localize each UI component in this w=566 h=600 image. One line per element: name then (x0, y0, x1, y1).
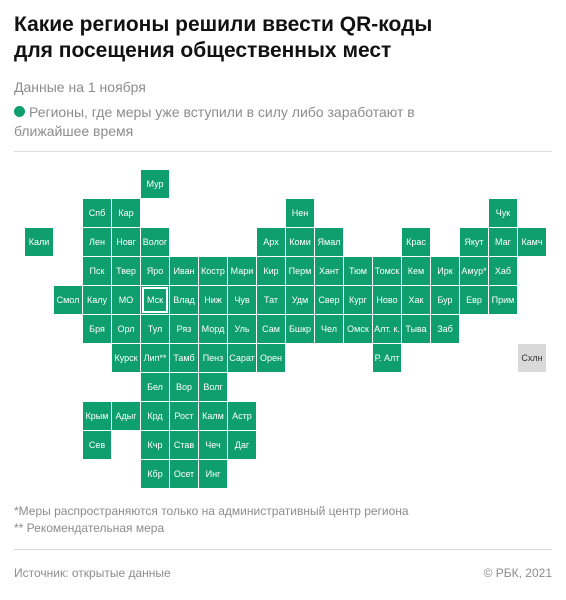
region-tile: Морд (199, 315, 227, 343)
region-tile: Костр (199, 257, 227, 285)
region-tile: Лип** (141, 344, 169, 372)
region-tile: Нен (286, 199, 314, 227)
region-tile: Хант (315, 257, 343, 285)
region-tile: Став (170, 431, 198, 459)
region-tile: Хаб (489, 257, 517, 285)
region-tile: Бшкр (286, 315, 314, 343)
region-tile: Свер (315, 286, 343, 314)
region-tile: Сам (257, 315, 285, 343)
region-tile: Коми (286, 228, 314, 256)
region-tile: Рост (170, 402, 198, 430)
region-tile: Якут (460, 228, 488, 256)
legend-dot-icon (14, 106, 25, 117)
region-tile: Яро (141, 257, 169, 285)
region-tile: МО (112, 286, 140, 314)
region-tile: Кар (112, 199, 140, 227)
region-tile: Тыва (402, 315, 430, 343)
region-tile: Амур* (460, 257, 488, 285)
region-tile: Тамб (170, 344, 198, 372)
copyright-text: © РБК, 2021 (483, 566, 552, 580)
region-tile: Томск (373, 257, 401, 285)
region-tile: Иван (170, 257, 198, 285)
legend: Регионы, где меры уже вступили в силу ли… (14, 103, 444, 141)
region-tile: Мур (141, 170, 169, 198)
region-tile: Вор (170, 373, 198, 401)
region-tile: Пск (83, 257, 111, 285)
region-tile: Кбр (141, 460, 169, 488)
region-tile: Тул (141, 315, 169, 343)
region-tile: Перм (286, 257, 314, 285)
region-tile: Ирк (431, 257, 459, 285)
bottom-divider (14, 549, 552, 550)
region-tile: Тюм (344, 257, 372, 285)
region-tile: Спб (83, 199, 111, 227)
region-tile: Алт. к. (373, 315, 401, 343)
region-tile: Адыг (112, 402, 140, 430)
region-tile: Волог (141, 228, 169, 256)
region-tile: Бел (141, 373, 169, 401)
region-tile: Кали (25, 228, 53, 256)
region-tile: Уль (228, 315, 256, 343)
region-tile: Влад (170, 286, 198, 314)
region-tile: Астр (228, 402, 256, 430)
region-tile: Мск (141, 286, 169, 314)
region-tile: Орен (257, 344, 285, 372)
page-title: Какие регионы решили ввести QR-коды для … (14, 13, 433, 62)
legend-label: Регионы, где меры уже вступили в силу ли… (14, 104, 415, 139)
region-tile: Камч (518, 228, 546, 256)
region-tile: Осет (170, 460, 198, 488)
region-tile: Р. Алт (373, 344, 401, 372)
region-tile: Чеч (199, 431, 227, 459)
region-tile: Прим (489, 286, 517, 314)
region-tile: Сев (83, 431, 111, 459)
region-tile: Твер (112, 257, 140, 285)
region-tile: Крас (402, 228, 430, 256)
region-tile: Тат (257, 286, 285, 314)
region-tile: Калу (83, 286, 111, 314)
region-tile: Новг (112, 228, 140, 256)
top-divider (14, 151, 552, 152)
region-tile: Чел (315, 315, 343, 343)
region-tile: Ново (373, 286, 401, 314)
subtitle: Данные на 1 ноября (14, 79, 146, 95)
footnote-1: *Меры распространяются только на админис… (14, 504, 409, 518)
region-tile: Смол (54, 286, 82, 314)
region-tile: Чув (228, 286, 256, 314)
region-tile: Курск (112, 344, 140, 372)
region-tile: Сарат (228, 344, 256, 372)
region-tile: Кург (344, 286, 372, 314)
region-tile: Кир (257, 257, 285, 285)
footnote-2: ** Рекомендательная мера (14, 521, 165, 535)
region-tile: Ниж (199, 286, 227, 314)
region-tile: Удм (286, 286, 314, 314)
region-tile: Хак (402, 286, 430, 314)
region-tile: Заб (431, 315, 459, 343)
region-tile: Кем (402, 257, 430, 285)
region-tile: Чук (489, 199, 517, 227)
region-tile: Крым (83, 402, 111, 430)
region-tile: Калм (199, 402, 227, 430)
region-tile: Арх (257, 228, 285, 256)
region-tile: Пенз (199, 344, 227, 372)
region-tile: Маг (489, 228, 517, 256)
region-tile: Евр (460, 286, 488, 314)
region-tile: Орл (112, 315, 140, 343)
region-tile: Ямал (315, 228, 343, 256)
region-tile: Волг (199, 373, 227, 401)
region-tile: Даг (228, 431, 256, 459)
region-tile: Инг (199, 460, 227, 488)
region-tile: Кчр (141, 431, 169, 459)
region-tile: Схлн (518, 344, 546, 372)
source-text: Источник: открытые данные (14, 566, 171, 580)
region-tile: Лен (83, 228, 111, 256)
region-tile: Бур (431, 286, 459, 314)
region-tile: Бря (83, 315, 111, 343)
region-tile: Омск (344, 315, 372, 343)
region-tile: Крд (141, 402, 169, 430)
region-tile: Ряз (170, 315, 198, 343)
region-tile: Мари (228, 257, 256, 285)
